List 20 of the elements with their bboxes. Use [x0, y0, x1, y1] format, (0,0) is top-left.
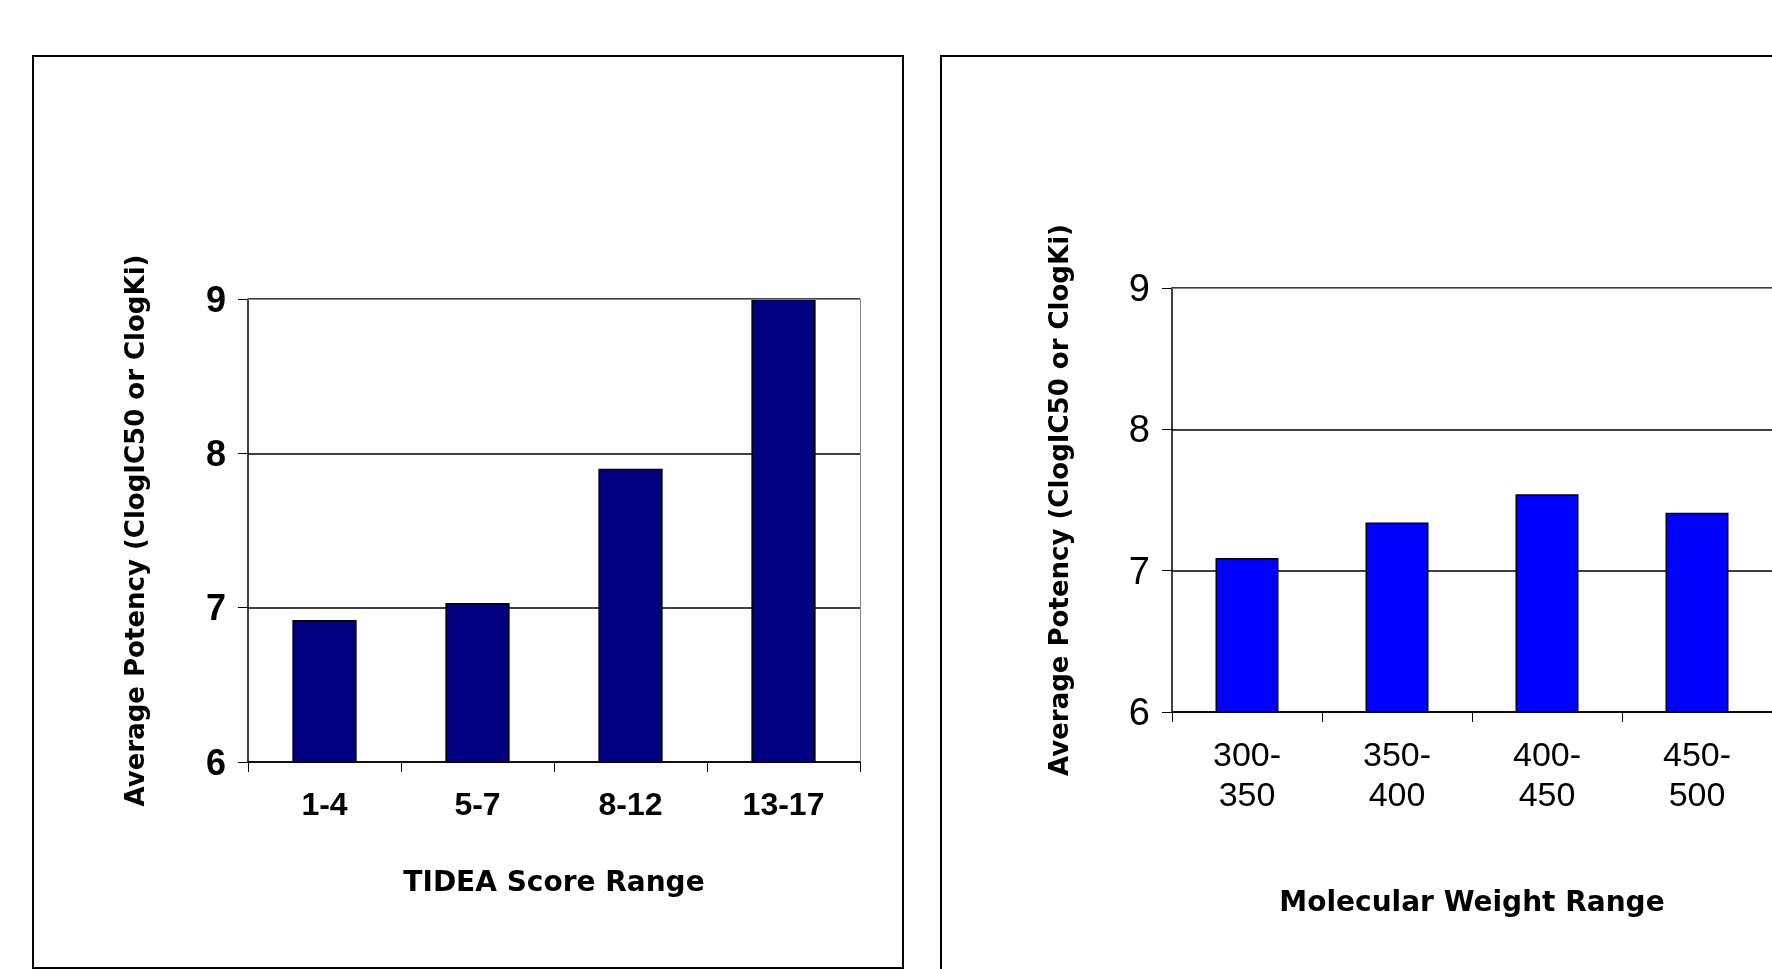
y-tick-label: 9	[1128, 267, 1150, 309]
y-axis-title: Average Potency (ClogIC50 or ClogKi)	[1044, 224, 1074, 776]
y-tick-label: 6	[1128, 691, 1150, 733]
x-tick-label: 1-4	[301, 786, 348, 822]
x-tick-label: 8-12	[598, 786, 663, 822]
y-tick-label: 7	[1128, 549, 1150, 592]
y-tick-label: 9	[205, 278, 226, 320]
x-tick-label: 5-7	[454, 786, 501, 822]
y-axis-title: Average Potency (ClogIC50 or ClogKi)	[120, 254, 150, 807]
x-tick-label: 450-500	[1662, 735, 1732, 813]
x-tick-label: 350-400	[1362, 735, 1432, 813]
y-tick-label: 6	[205, 741, 226, 783]
x-axis-title: Molecular Weight Range	[1279, 884, 1665, 918]
y-tick-label: 8	[205, 432, 226, 474]
x-tick-label: 400-450	[1512, 735, 1582, 813]
y-tick-label: 7	[205, 587, 226, 629]
x-tick-label: 13-17	[742, 786, 825, 822]
x-axis-title: TIDEA Score Range	[403, 864, 705, 898]
y-tick-label: 8	[1128, 408, 1150, 451]
x-tick-label: 300-350	[1212, 735, 1282, 813]
